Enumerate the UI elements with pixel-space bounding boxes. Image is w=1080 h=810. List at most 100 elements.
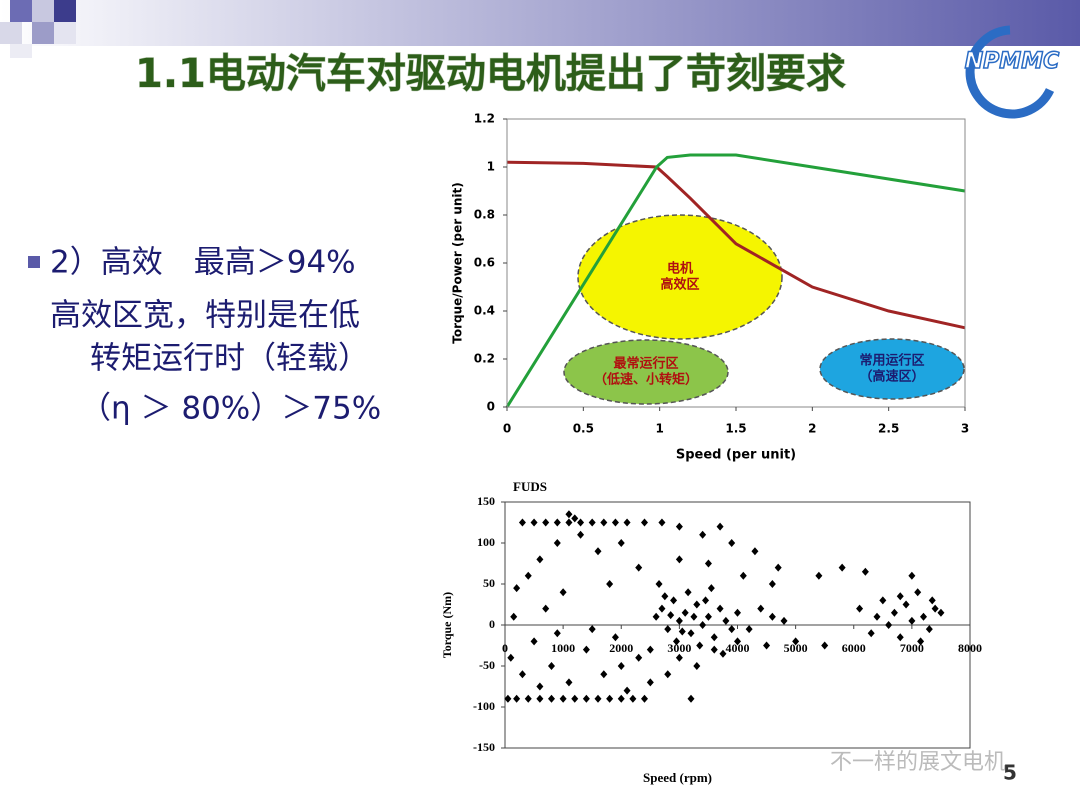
point	[704, 559, 712, 568]
point	[675, 522, 683, 531]
point	[617, 539, 625, 547]
x-tick-label: 0	[502, 641, 508, 655]
point	[582, 645, 590, 654]
point	[734, 608, 741, 617]
region-label: 常用运行区	[859, 353, 924, 369]
point	[925, 625, 933, 634]
point	[582, 694, 590, 703]
point	[606, 580, 614, 588]
point	[792, 637, 800, 646]
point	[722, 616, 730, 625]
point	[571, 694, 579, 703]
point	[704, 612, 712, 621]
point	[917, 637, 925, 646]
x-axis-label: Speed (per unit)	[676, 448, 796, 463]
point	[518, 518, 526, 527]
point	[873, 612, 881, 621]
point	[588, 625, 596, 634]
x-tick-label: 1000	[551, 641, 575, 655]
x-axis-label: Speed (rpm)	[643, 770, 712, 785]
point	[524, 694, 532, 703]
region-label: 电机	[667, 261, 693, 277]
point	[861, 567, 869, 576]
x-tick-label: 4000	[726, 641, 750, 655]
point	[553, 539, 561, 547]
y-tick-label: 50	[483, 576, 495, 590]
x-tick-label: 0	[503, 422, 511, 436]
y-tick-label: 0	[487, 400, 495, 414]
x-tick-label: 2.5	[878, 422, 899, 436]
point	[565, 678, 573, 687]
point	[768, 612, 776, 621]
point	[763, 641, 771, 650]
point	[896, 633, 904, 642]
region-label: 高效区	[660, 277, 699, 293]
point	[739, 571, 747, 580]
point	[716, 522, 724, 531]
point	[928, 596, 936, 605]
y-tick-label: 150	[477, 494, 495, 508]
point	[678, 627, 686, 636]
point	[641, 518, 648, 527]
y-axis-label: Torque/Power (per unit)	[451, 182, 465, 344]
point	[524, 571, 532, 580]
point	[751, 547, 759, 556]
point	[885, 621, 893, 629]
point	[600, 670, 608, 679]
point	[606, 694, 614, 703]
point	[728, 625, 736, 634]
point	[896, 592, 904, 601]
point	[652, 612, 660, 621]
point	[684, 588, 692, 597]
point	[675, 653, 683, 662]
point	[675, 616, 683, 625]
region	[563, 339, 729, 405]
point	[687, 694, 695, 703]
point	[559, 694, 567, 703]
point	[867, 629, 875, 638]
point	[513, 584, 521, 593]
body-line: （η ＞ 80%）＞75%	[80, 391, 381, 427]
point	[559, 588, 567, 597]
point	[696, 641, 704, 650]
point	[675, 555, 683, 564]
region	[819, 338, 965, 400]
point	[553, 518, 561, 527]
point	[815, 571, 823, 580]
point	[734, 637, 741, 646]
header-squares	[0, 0, 76, 58]
point	[565, 510, 573, 519]
point	[571, 514, 579, 523]
point	[890, 608, 898, 617]
point	[745, 625, 753, 634]
point	[635, 653, 643, 662]
point	[768, 580, 776, 588]
x-tick-label: 6000	[842, 641, 866, 655]
x-tick-label: 1	[655, 422, 663, 436]
point	[510, 612, 518, 621]
point	[690, 612, 698, 621]
point	[702, 596, 710, 605]
line	[505, 153, 966, 408]
point	[594, 694, 602, 703]
y-tick-label: 0.6	[474, 256, 495, 270]
bullet	[28, 256, 40, 268]
x-tick-label: 2	[808, 422, 816, 436]
point	[623, 518, 631, 527]
point	[780, 616, 788, 625]
point	[536, 694, 544, 703]
point	[536, 682, 544, 691]
point	[699, 621, 707, 629]
point	[623, 686, 631, 695]
point	[757, 604, 765, 613]
point	[542, 604, 550, 613]
point	[548, 694, 555, 703]
x-tick-label: 3	[961, 422, 969, 436]
point	[710, 633, 718, 642]
y-tick-label: 0	[489, 617, 495, 631]
x-tick-label: 1.5	[725, 422, 746, 436]
y-tick-label: 0.8	[474, 208, 495, 222]
x-tick-label: 2000	[609, 641, 633, 655]
